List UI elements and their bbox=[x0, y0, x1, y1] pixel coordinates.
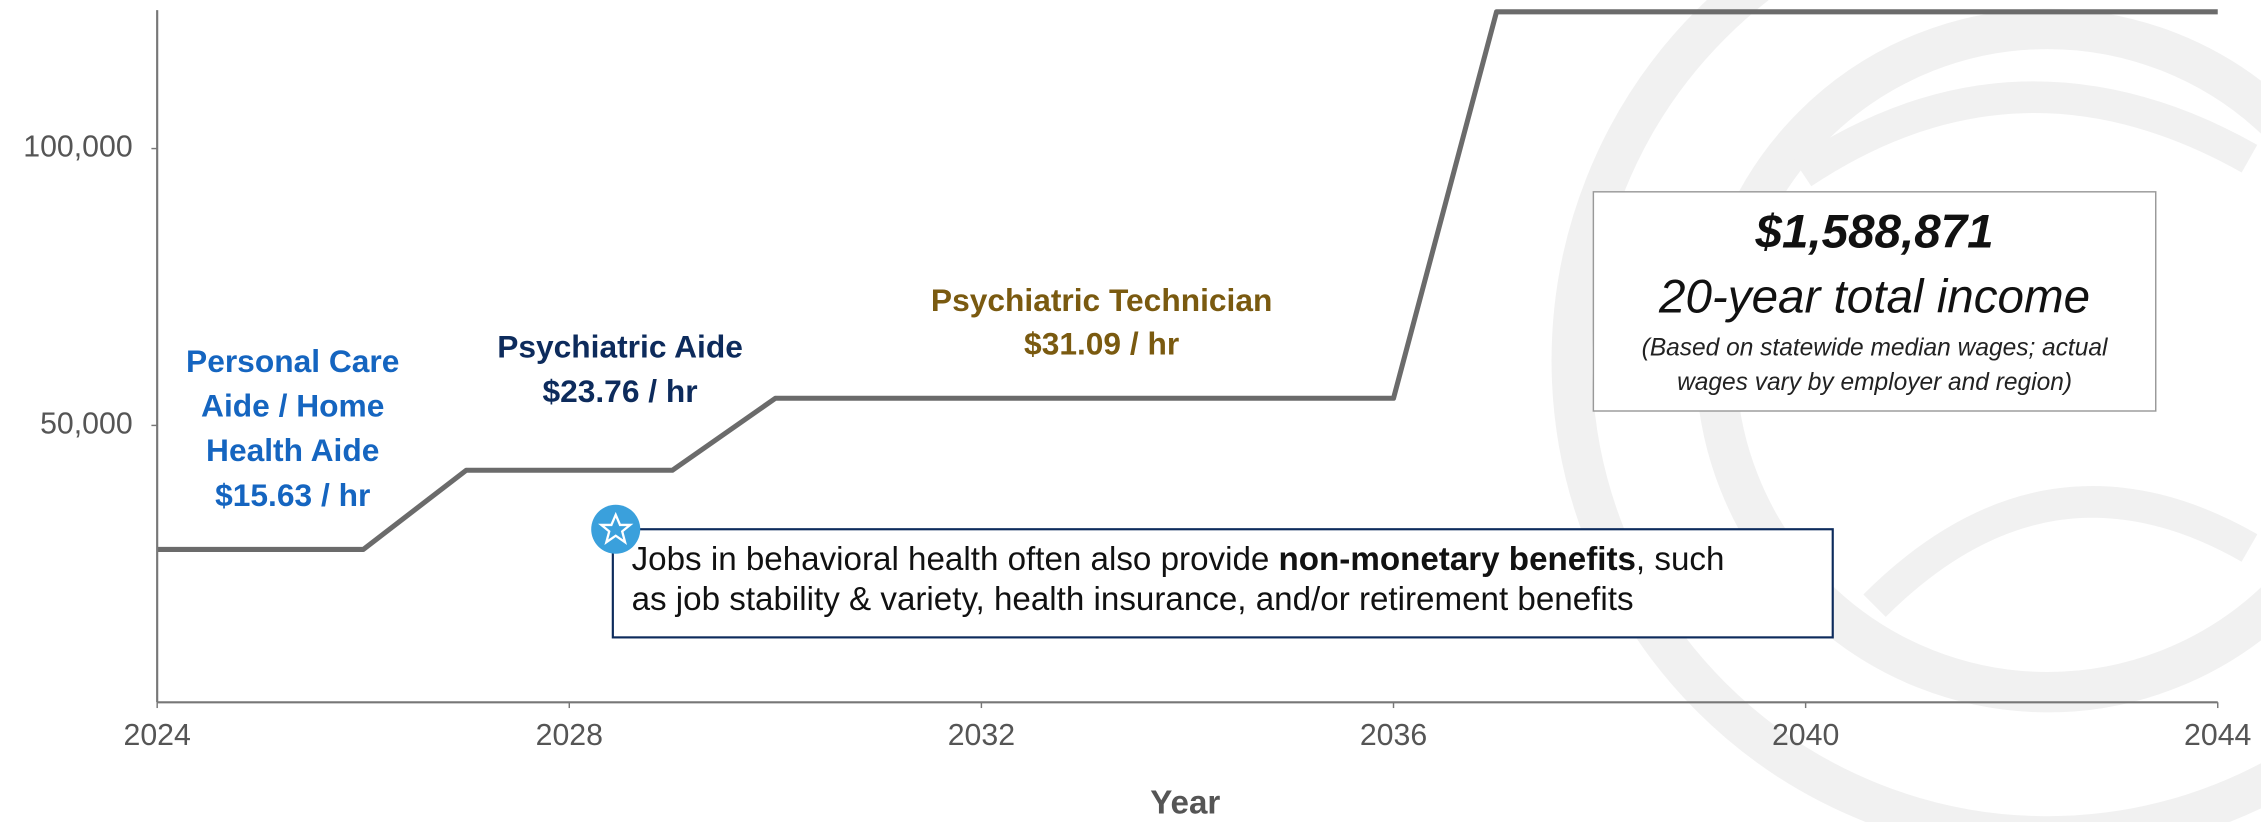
role-label: $15.63 / hr bbox=[215, 477, 370, 513]
benefits-box: Jobs in behavioral health often also pro… bbox=[591, 505, 1833, 638]
x-tick-label: 2036 bbox=[1360, 719, 1427, 752]
y-tick-label: 100,000 bbox=[23, 131, 132, 164]
role-label: Personal Care bbox=[186, 343, 399, 379]
role-label: Psychiatric Aide bbox=[497, 328, 743, 364]
benefits-text: Jobs in behavioral health often also pro… bbox=[632, 541, 1725, 578]
role-label: Psychiatric Technician bbox=[931, 282, 1272, 318]
page: {"chart_data": { "type": "line", "x_labe… bbox=[0, 0, 2261, 822]
total-box: $1,588,871 20-year total income (Based o… bbox=[1593, 192, 2155, 411]
x-tick-label: 2028 bbox=[536, 719, 603, 752]
benefits-text-bold: non-monetary benefits bbox=[1279, 541, 1636, 578]
total-note: (Based on statewide median wages; actual bbox=[1642, 334, 2108, 361]
x-axis-title: Year bbox=[1150, 784, 1220, 821]
x-tick-label: 2032 bbox=[948, 719, 1015, 752]
role-label: $31.09 / hr bbox=[1024, 325, 1179, 361]
role-label: Aide / Home bbox=[201, 387, 384, 423]
benefits-text-part: , such bbox=[1636, 541, 1724, 578]
total-label: 20-year total income bbox=[1658, 271, 2090, 324]
x-tick-label: 2040 bbox=[1772, 719, 1839, 752]
x-tick-label: 2044 bbox=[2184, 719, 2251, 752]
y-tick-label: 50,000 bbox=[40, 407, 133, 440]
role-label: Health Aide bbox=[206, 432, 379, 468]
role-label: $23.76 / hr bbox=[542, 373, 697, 409]
total-note: wages vary by employer and region) bbox=[1677, 369, 2072, 396]
benefits-text-part: Jobs in behavioral health often also pro… bbox=[632, 541, 1279, 578]
x-tick-label: 2024 bbox=[124, 719, 191, 752]
chart: Year $1,588,871 20-year total income (Ba… bbox=[0, 0, 2261, 822]
benefits-text: as job stability & variety, health insur… bbox=[632, 581, 1634, 618]
total-amount: $1,588,871 bbox=[1754, 206, 1993, 259]
